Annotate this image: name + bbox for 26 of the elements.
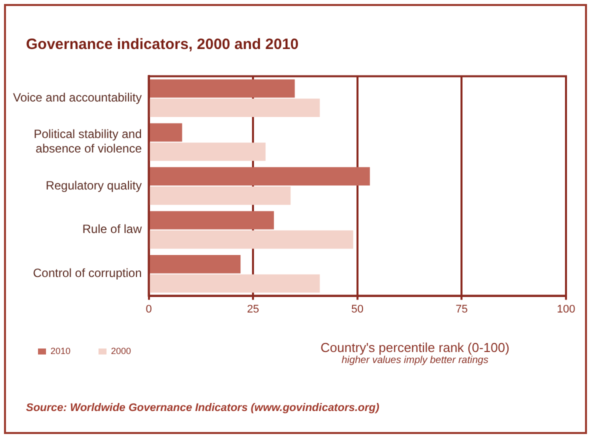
bar: [150, 255, 241, 274]
source-note: Source: Worldwide Governance Indicators (www.govindicators.org): [26, 402, 380, 414]
bar: [150, 167, 370, 186]
bar: [150, 211, 274, 230]
y-tick-label: Rule of law: [82, 222, 142, 236]
y-tick-label: Voice and accountability: [12, 90, 142, 104]
bar: [150, 142, 266, 161]
y-tick-label: Political stability and absence of violence: [34, 127, 142, 156]
chart-title: Governance indicators, 2000 and 2010: [26, 36, 299, 53]
bar: [150, 123, 182, 142]
text: higher values imply better ratings: [340, 355, 490, 366]
bar: [150, 230, 354, 249]
x-axis-title: Country's percentile rank (0-100): [320, 340, 510, 355]
x-tick-label: 50: [351, 303, 364, 316]
bar: [150, 98, 320, 117]
y-tick-label: Regulatory quality: [46, 178, 142, 192]
bar: [150, 79, 295, 98]
x-tick-label: 100: [556, 303, 576, 316]
legend-label: 2000: [111, 346, 132, 356]
y-tick-label: Control of corruption: [33, 266, 142, 280]
bar: [150, 186, 291, 205]
bar: [150, 274, 320, 293]
legend-label: 2010: [50, 346, 71, 356]
x-tick-label: 75: [456, 303, 468, 316]
x-tick-label: 0: [146, 303, 152, 316]
x-tick-label: 25: [246, 303, 260, 316]
